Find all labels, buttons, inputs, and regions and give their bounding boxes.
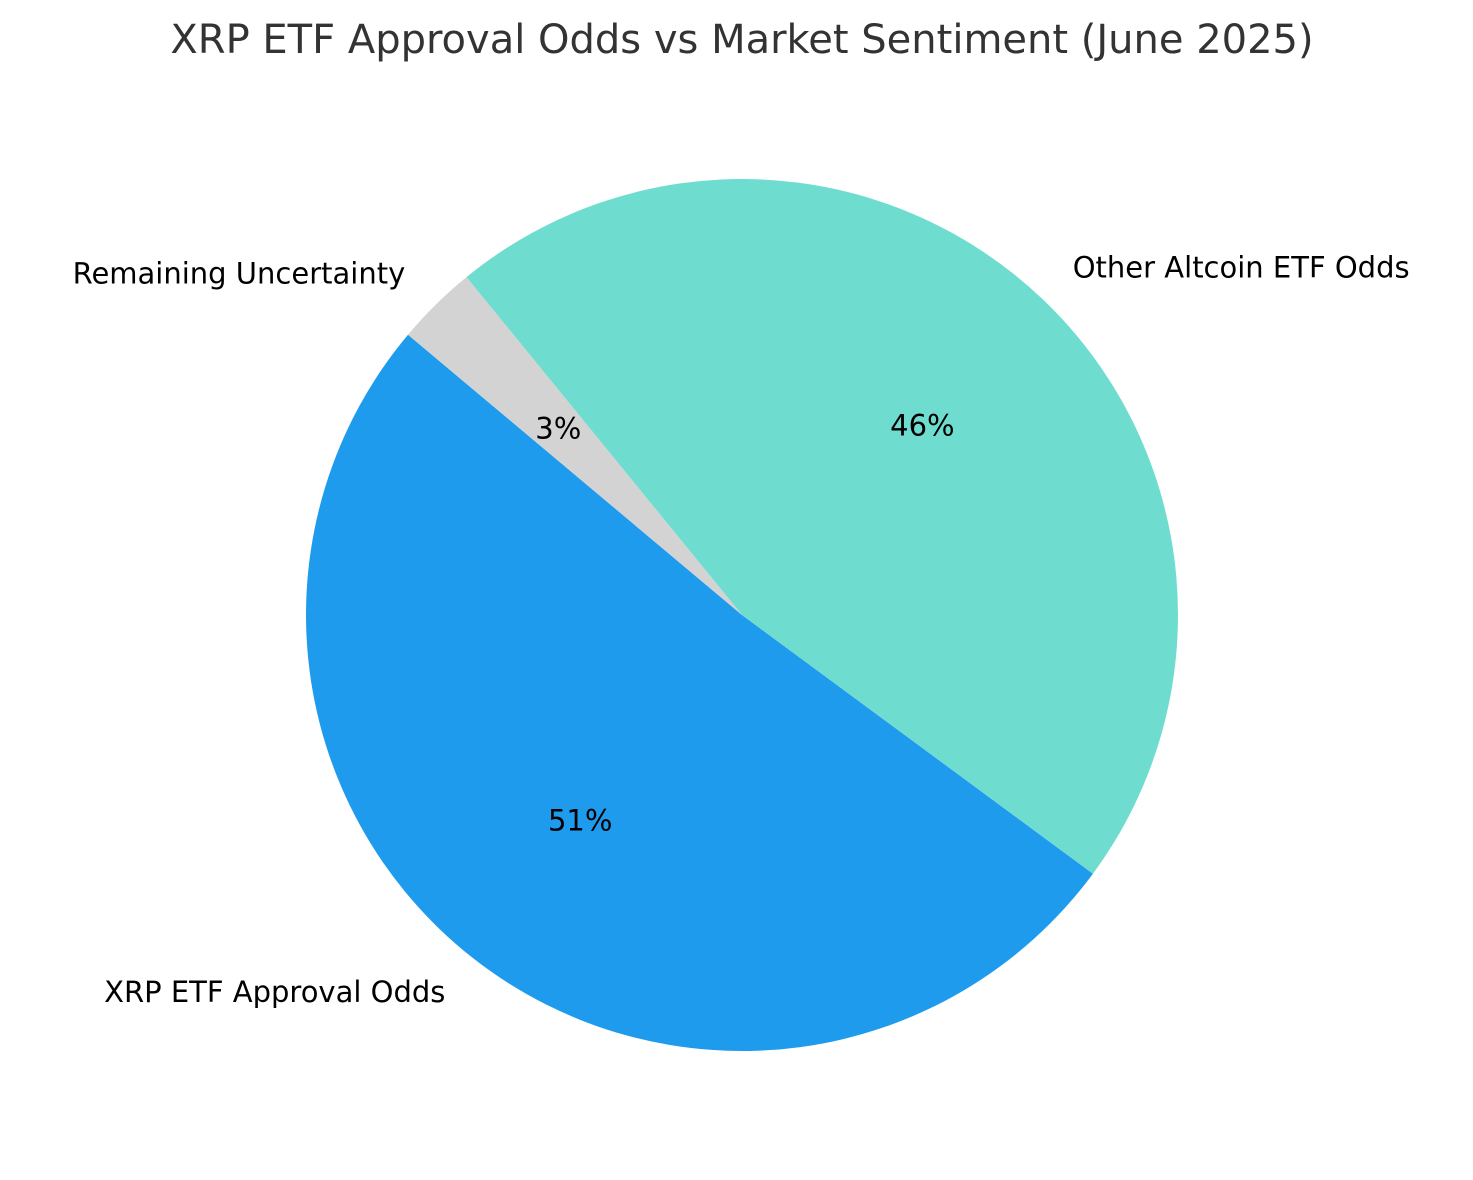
slice-label-remaining-uncertainty: Remaining Uncertainty [73,257,406,291]
slice-percent-other-altcoin-etf-odds: 46% [890,409,954,443]
pie-slices [306,179,1179,1051]
pie-labels: XRP ETF Approval Odds 51% Other Altcoin ET… [73,251,1410,1009]
pie-slice-other-altcoin-etf-odds [466,179,1179,874]
pie-slice-xrp-etf-approval-odds [306,334,1093,1051]
chart-title: XRP ETF Approval Odds vs Market Sentimen… [170,17,1313,63]
pie-slice-remaining-uncertainty [408,277,742,615]
slice-label-other-altcoin-etf-odds: Other Altcoin ETF Odds [1073,251,1410,285]
slice-label-xrp-etf-approval-odds: XRP ETF Approval Odds [104,975,445,1009]
slice-percent-xrp-etf-approval-odds: 51% [548,804,612,838]
slice-percent-remaining-uncertainty: 3% [535,412,581,446]
